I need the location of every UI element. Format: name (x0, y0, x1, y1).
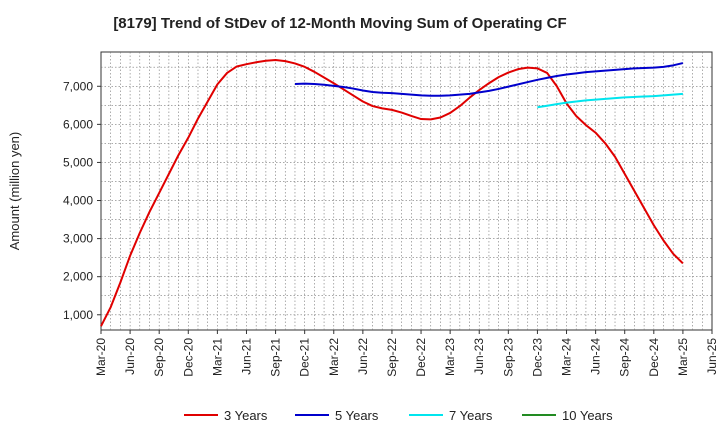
x-tick-label: Mar-25 (676, 338, 690, 376)
legend-label-7-years: 7 Years (449, 408, 493, 423)
x-tick-label: Mar-22 (327, 338, 341, 376)
y-tick-label: 2,000 (63, 270, 93, 284)
y-axis: 1,000 2,000 3,000 4,000 5,000 6,000 7,000 (63, 79, 101, 322)
legend-label-5-years: 5 Years (335, 408, 379, 423)
y-tick-label: 4,000 (63, 194, 93, 208)
x-tick-label: Sep-24 (618, 338, 632, 377)
x-tick-label: Sep-23 (501, 338, 515, 377)
legend: 3 Years 5 Years 7 Years 10 Years (184, 408, 613, 423)
x-axis: Mar-20 Jun-20 Sep-20 Dec-20 Mar-21 Jun-21 Sep-… (94, 330, 719, 377)
x-tick-label: Mar-20 (94, 338, 108, 376)
x-tick-label: Jun-24 (589, 338, 603, 375)
y-tick-label: 5,000 (63, 155, 93, 169)
x-tick-label: Jun-21 (239, 338, 253, 375)
series-group (100, 59, 684, 327)
grid (101, 52, 712, 330)
x-tick-label: Jun-22 (356, 338, 370, 375)
x-tick-label: Dec-21 (298, 338, 312, 377)
x-tick-label: Mar-24 (560, 338, 574, 376)
x-tick-label: Jun-20 (123, 338, 137, 375)
x-tick-label: Mar-23 (443, 338, 457, 376)
x-tick-label: Jun-25 (705, 338, 719, 375)
y-tick-label: 7,000 (63, 79, 93, 93)
y-tick-label: 1,000 (63, 308, 93, 322)
legend-label-10-years: 10 Years (562, 408, 613, 423)
x-tick-label: Dec-24 (647, 338, 661, 377)
x-tick-label: Jun-23 (472, 338, 486, 375)
x-tick-label: Dec-23 (530, 338, 544, 377)
chart-title: [8179] Trend of StDev of 12-Month Moving… (113, 15, 566, 32)
x-tick-label: Sep-21 (269, 338, 283, 377)
x-tick-label: Dec-22 (414, 338, 428, 377)
y-tick-label: 3,000 (63, 232, 93, 246)
y-tick-label: 6,000 (63, 117, 93, 131)
series-line-7-years (537, 92, 683, 109)
series-line-3-years (100, 59, 684, 327)
series-line-5-years (294, 62, 684, 97)
x-tick-label: Dec-20 (181, 338, 195, 377)
y-axis-label: Amount (million yen) (7, 132, 22, 251)
x-tick-label: Sep-20 (152, 338, 166, 377)
x-tick-label: Mar-21 (210, 338, 224, 376)
legend-label-3-years: 3 Years (224, 408, 268, 423)
x-tick-label: Sep-22 (385, 338, 399, 377)
